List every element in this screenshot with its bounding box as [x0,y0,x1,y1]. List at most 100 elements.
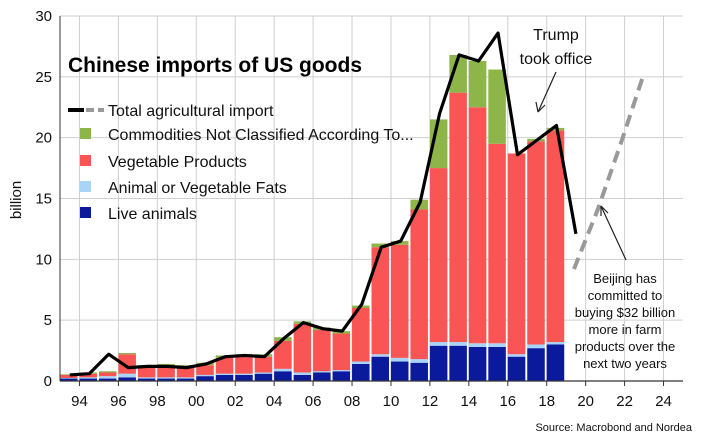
legend: Total agricultural import Commodities No… [68,103,414,223]
beijing-annotation: Beijing has committed to buying $32 bill… [575,205,675,371]
x-tick-label-2016: 16 [499,393,516,410]
bar-2015-series-1 [488,343,506,347]
bar-2014-series-0 [468,346,487,381]
x-tick-label-2010: 10 [383,393,400,410]
bar-2007-series-1 [332,370,351,372]
bar-2017-series-0 [527,348,545,381]
bar-2002-series-1 [235,373,253,375]
legend-animals-swatch [80,207,91,218]
bar-2010-series-2 [390,244,409,358]
chart-title: Chinese imports of US goods [68,54,362,77]
bar-1996-series-1 [118,373,136,378]
legend-commodities-swatch [80,128,91,139]
bar-1993-series-3 [60,374,78,375]
bar-1998-series-1 [157,377,175,379]
bar-1998-series-3 [157,363,175,366]
bar-2012-series-1 [429,342,448,346]
stacked-bars [60,54,565,381]
trump-annotation-line-2: took office [520,51,593,68]
bar-1999-series-1 [176,377,195,379]
bar-2013-series-1 [449,342,467,346]
bar-1996-series-0 [118,377,136,381]
trump-annotation-arrowhead [535,101,546,113]
bar-1995-series-2 [98,372,117,377]
bar-2015-series-0 [488,346,506,381]
y-axis-label: billion [8,181,25,219]
bar-1999-series-3 [176,365,195,367]
bar-1993-series-0 [60,378,78,381]
projection-dashed-line [572,72,646,270]
beijing-annotation-line-1: Beijing has [593,271,657,286]
bar-2015-series-3 [488,69,506,144]
bar-2017-series-2 [527,141,545,345]
beijing-annotation-arrow-shaft [600,205,627,261]
y-tick-label-25: 25 [35,69,52,86]
bar-2002-series-0 [235,374,253,381]
bar-2003-series-1 [254,372,273,374]
y-tick-label-10: 10 [35,251,52,268]
x-tick-label-2012: 12 [422,393,439,410]
bar-2018-series-0 [546,344,565,381]
bar-2016-series-2 [507,153,526,355]
bar-1995-series-1 [98,376,117,379]
y-tick-label-30: 30 [35,8,52,25]
bar-1999-series-0 [176,378,195,381]
bar-2003-series-2 [254,356,273,373]
bar-2008-series-1 [352,361,370,364]
legend-total-label: Total agricultural import [108,103,274,120]
bar-1998-series-2 [157,365,175,378]
bar-2005-series-2 [293,323,312,373]
source-note: Source: Macrobond and Nordea [535,422,692,434]
total-agricultural-line [69,31,578,377]
bar-2000-series-2 [196,365,214,375]
bar-1998-series-0 [157,378,175,381]
bar-1993-series-2 [60,374,78,378]
bar-2003-series-0 [254,373,273,381]
bar-2009-series-1 [371,354,390,357]
bar-1994-series-0 [79,378,97,381]
legend-vegetable-swatch [80,155,91,166]
bar-2010-series-1 [390,357,409,362]
beijing-annotation-line-4: more in farm [589,322,662,337]
bar-1997-series-1 [137,377,156,379]
total-line-layer [69,31,646,377]
x-tick-label-2020: 20 [577,393,594,410]
bar-2018-series-2 [546,130,565,343]
beijing-annotation-line-5: products over the [575,339,675,354]
y-tick-label-15: 15 [35,191,52,208]
bar-1996-series-3 [118,353,136,355]
legend-fats-swatch [80,181,91,192]
trump-annotation: Trump took office [520,27,593,113]
bar-2006-series-0 [313,372,331,381]
bar-2005-series-0 [293,374,312,381]
bar-2004-series-2 [274,340,292,369]
bar-2012-series-0 [429,345,448,381]
legend-animals-label: Live animals [108,206,197,223]
x-tick-label-2018: 18 [538,393,555,410]
x-tick-label-1998: 98 [149,393,166,410]
trump-annotation-arrow-shaft [537,71,557,113]
x-tick-label-2004: 04 [266,393,283,410]
bar-2002-series-2 [235,356,253,374]
bar-2012-series-2 [429,168,448,343]
bar-1999-series-2 [176,366,195,378]
bar-2009-series-3 [371,243,390,248]
beijing-annotation-arrowhead [600,205,609,216]
bar-2014-series-2 [468,107,487,344]
y-tick-label-5: 5 [44,312,52,329]
bar-1997-series-0 [137,378,156,381]
bar-2011-series-2 [410,209,428,360]
trump-annotation-line-1: Trump [533,27,579,44]
beijing-annotation-line-2: committed to [588,288,662,303]
bar-2006-series-1 [313,371,331,373]
y-tick-label-20: 20 [35,130,52,147]
bar-2009-series-2 [371,247,390,355]
x-tick-label-1994: 94 [71,393,88,410]
bar-1997-series-2 [137,366,156,378]
y-tick-label-0: 0 [44,373,52,390]
bar-2014-series-1 [468,343,487,347]
bar-2013-series-0 [449,345,467,381]
bar-2011-series-1 [410,359,428,363]
legend-fats-label: Animal or Vegetable Fats [108,180,287,197]
